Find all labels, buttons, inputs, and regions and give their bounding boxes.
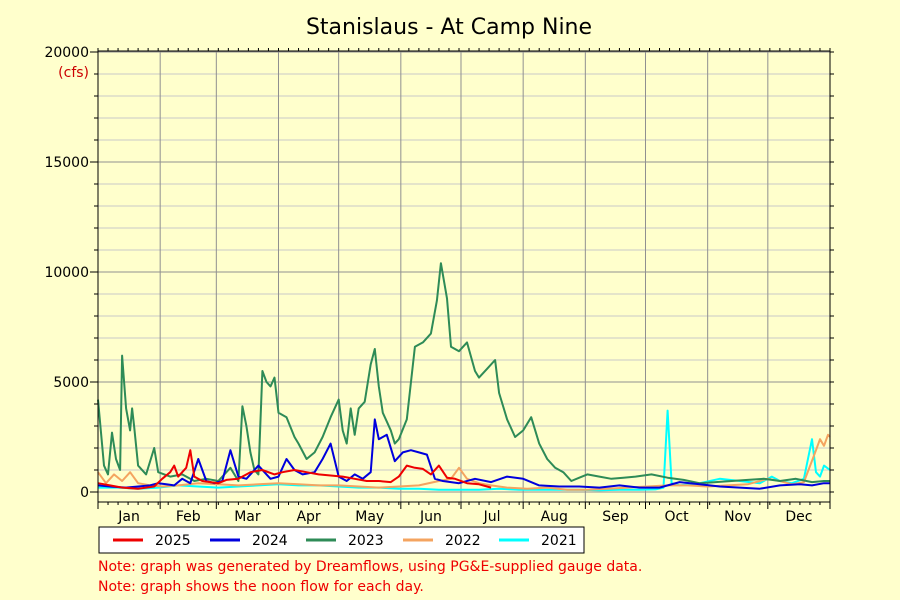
legend-label-2022: 2022 (445, 533, 481, 549)
x-tick-label: Nov (724, 509, 751, 525)
note-source: Note: graph was generated by Dreamflows,… (98, 559, 642, 575)
x-tick-label: Jun (419, 509, 442, 525)
legend-label-2023: 2023 (348, 533, 384, 549)
note-noon-flow: Note: graph shows the noon flow for each… (98, 579, 424, 595)
x-tick-label: Sep (602, 509, 629, 525)
x-tick-label: Oct (664, 509, 689, 525)
x-tick-label: Apr (296, 509, 320, 525)
y-axis-labels: 0 5000 10000 15000 20000 (44, 45, 89, 501)
chart-title: Stanislaus - At Camp Nine (306, 15, 592, 40)
series-layer (97, 262, 831, 492)
legend: 2025 2024 2023 2022 2021 (113, 533, 577, 549)
series-line-2024 (97, 418, 830, 490)
legend-label-2021: 2021 (541, 533, 577, 549)
x-tick-label: Aug (541, 509, 568, 525)
series-line-2023 (97, 262, 830, 485)
x-tick-label: May (355, 509, 384, 525)
y-tick-label: 10000 (44, 265, 89, 281)
y-tick-label: 15000 (44, 155, 89, 171)
x-tick-label: Jul (483, 509, 501, 525)
series-line-2025 (97, 449, 492, 490)
x-tick-label: Dec (785, 509, 812, 525)
unit-label: (cfs) (58, 65, 89, 81)
axis-ticks (90, 48, 834, 509)
x-tick-label: Feb (176, 509, 201, 525)
series-line-2021 (98, 409, 831, 492)
x-tick-label: Jan (117, 509, 140, 525)
legend-label-2025: 2025 (155, 533, 191, 549)
y-tick-label: 0 (80, 485, 89, 501)
legend-label-2024: 2024 (252, 533, 288, 549)
x-tick-label: Mar (234, 509, 261, 525)
x-axis-labels: Jan Feb Mar Apr May Jun Jul Aug Sep Oct Nov Dec (117, 509, 812, 525)
y-tick-label: 20000 (44, 45, 89, 61)
y-tick-label: 5000 (53, 375, 89, 391)
major-gridlines (97, 51, 831, 502)
plot-frame (97, 50, 831, 503)
